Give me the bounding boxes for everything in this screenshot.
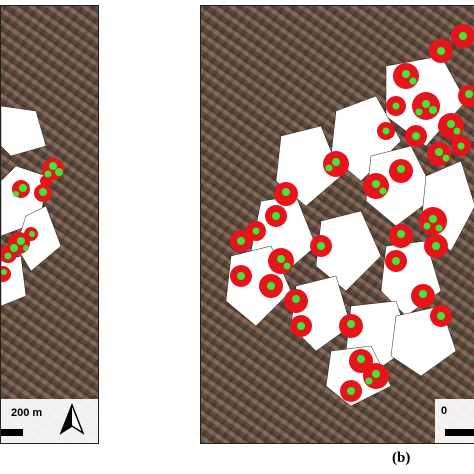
north-arrow-icon (59, 403, 85, 435)
scale-label-b: 0 (441, 405, 448, 417)
scale-bar-a: 200 m (1, 399, 98, 443)
scale-bar-b: 0 (435, 399, 474, 443)
map-panel-a-overlay (1, 105, 64, 307)
scale-bar-line-a (1, 429, 23, 436)
building-blocks-a (1, 105, 62, 307)
tree-points-a (1, 162, 63, 275)
map-panel-b-overlay (225, 24, 474, 407)
scale-label-a: 200 m (11, 407, 43, 419)
map-panel-a: 200 m (0, 5, 99, 444)
tree-points-b (237, 32, 473, 395)
panel-b-caption: (b) (392, 450, 411, 466)
scale-bar-line-b (445, 429, 474, 436)
map-panel-b: 0 (200, 5, 474, 444)
